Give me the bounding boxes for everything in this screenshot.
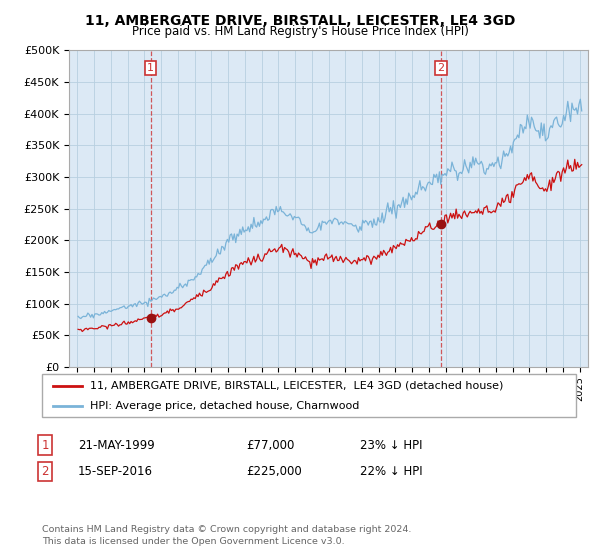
Text: Price paid vs. HM Land Registry's House Price Index (HPI): Price paid vs. HM Land Registry's House …	[131, 25, 469, 38]
Text: 2: 2	[41, 465, 49, 478]
Text: Contains HM Land Registry data © Crown copyright and database right 2024.
This d: Contains HM Land Registry data © Crown c…	[42, 525, 412, 546]
Text: 21-MAY-1999: 21-MAY-1999	[78, 438, 155, 452]
Text: 11, AMBERGATE DRIVE, BIRSTALL, LEICESTER,  LE4 3GD (detached house): 11, AMBERGATE DRIVE, BIRSTALL, LEICESTER…	[90, 381, 503, 391]
Text: 11, AMBERGATE DRIVE, BIRSTALL, LEICESTER, LE4 3GD: 11, AMBERGATE DRIVE, BIRSTALL, LEICESTER…	[85, 14, 515, 28]
FancyBboxPatch shape	[42, 374, 576, 417]
Text: HPI: Average price, detached house, Charnwood: HPI: Average price, detached house, Char…	[90, 402, 359, 411]
Text: £225,000: £225,000	[246, 465, 302, 478]
Text: 15-SEP-2016: 15-SEP-2016	[78, 465, 153, 478]
Text: 1: 1	[147, 63, 154, 73]
Text: 23% ↓ HPI: 23% ↓ HPI	[360, 438, 422, 452]
Text: £77,000: £77,000	[246, 438, 295, 452]
Text: 1: 1	[41, 438, 49, 452]
Text: 2: 2	[437, 63, 445, 73]
Text: 22% ↓ HPI: 22% ↓ HPI	[360, 465, 422, 478]
